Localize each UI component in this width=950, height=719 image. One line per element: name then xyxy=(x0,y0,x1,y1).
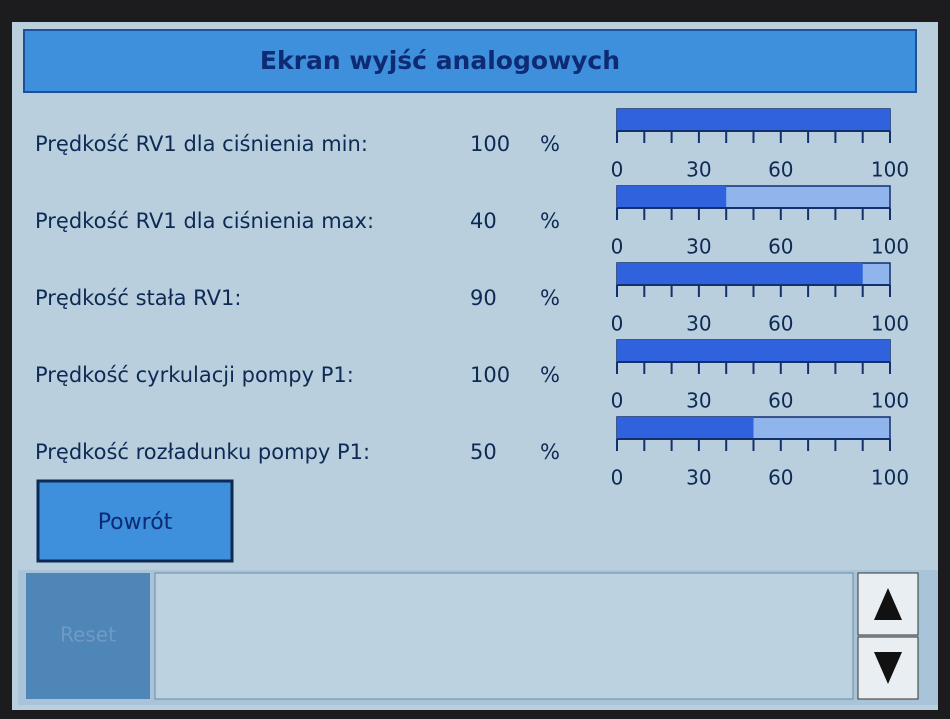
gauge-tick-label: 100 xyxy=(871,235,909,259)
gauge-tick-label: 0 xyxy=(611,389,624,413)
back-button-label[interactable]: Powrót xyxy=(98,510,173,535)
page: Ekran wyjść analogowych Powrót Reset Prę… xyxy=(0,0,950,719)
gauge-tick-label: 100 xyxy=(871,312,909,336)
row-value: 50 xyxy=(470,440,497,464)
gauge-tick-label: 0 xyxy=(611,312,624,336)
row-value: 100 xyxy=(470,363,510,387)
gauge-bar xyxy=(617,109,890,131)
row-unit: % xyxy=(540,209,560,233)
row-label: Prędkość cyrkulacji pompy P1: xyxy=(35,363,354,387)
gauge-bar xyxy=(617,417,754,439)
row-unit: % xyxy=(540,132,560,156)
gauge-tick-label: 60 xyxy=(768,466,793,490)
row-value: 90 xyxy=(470,286,497,310)
hmi-screen: Ekran wyjść analogowych Powrót Reset Prę… xyxy=(0,0,950,719)
row-unit: % xyxy=(540,363,560,387)
gauge-tick-label: 100 xyxy=(871,389,909,413)
gauge-tick-label: 30 xyxy=(686,466,711,490)
gauge-tick-label: 60 xyxy=(768,235,793,259)
row-label: Prędkość stała RV1: xyxy=(35,286,241,310)
gauge-tick-label: 60 xyxy=(768,312,793,336)
gauge-tick-label: 30 xyxy=(686,389,711,413)
gauge-bar xyxy=(617,186,726,208)
gauge-tick-label: 60 xyxy=(768,158,793,182)
row-unit: % xyxy=(540,440,560,464)
gauge-bar xyxy=(617,263,863,285)
gauge-tick-label: 0 xyxy=(611,235,624,259)
gauge-tick-label: 60 xyxy=(768,389,793,413)
gauge-tick-label: 100 xyxy=(871,466,909,490)
reset-button-label[interactable]: Reset xyxy=(60,623,116,647)
row-label: Prędkość RV1 dla ciśnienia max: xyxy=(35,209,374,233)
row-value: 100 xyxy=(470,132,510,156)
gauge-tick-label: 0 xyxy=(611,466,624,490)
gauge-tick-label: 30 xyxy=(686,158,711,182)
message-box xyxy=(155,573,853,699)
gauge-tick-label: 100 xyxy=(871,158,909,182)
row-value: 40 xyxy=(470,209,497,233)
row-unit: % xyxy=(540,286,560,310)
gauge-tick-label: 30 xyxy=(686,235,711,259)
gauge-tick-label: 0 xyxy=(611,158,624,182)
row-label: Prędkość rozładunku pompy P1: xyxy=(35,440,370,464)
gauge-tick-label: 30 xyxy=(686,312,711,336)
gauge-bar xyxy=(617,340,890,362)
row-label: Prędkość RV1 dla ciśnienia min: xyxy=(35,132,368,156)
title: Ekran wyjść analogowych xyxy=(260,46,620,75)
